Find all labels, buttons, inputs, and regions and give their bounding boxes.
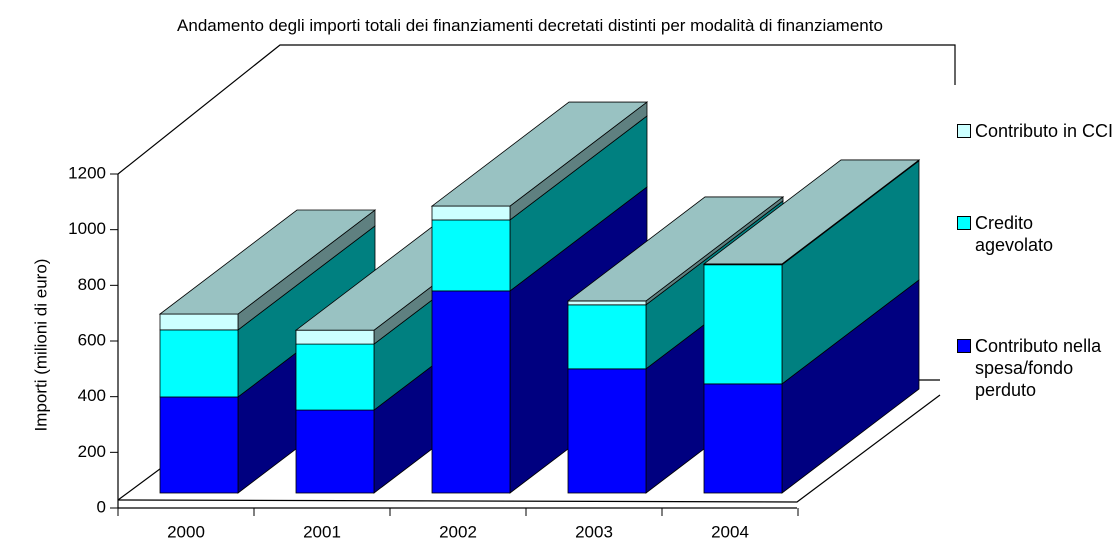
bar [159, 329, 239, 398]
legend-entry: Contributo in CCI [957, 120, 1115, 142]
floor-front [117, 394, 941, 503]
bar [567, 368, 647, 494]
back-wall [117, 44, 956, 175]
x-tick-label: 2001 [303, 522, 341, 541]
bar [295, 329, 375, 345]
bar [159, 313, 239, 331]
legend-swatch [957, 339, 971, 353]
y-axis-label: Importi (milioni di euro) [31, 259, 50, 432]
bar [703, 383, 783, 494]
bar [431, 219, 511, 292]
y-tick-label: 600 [78, 330, 106, 349]
bar [431, 205, 511, 221]
bar-top [430, 101, 649, 207]
bar [703, 264, 783, 385]
x-tick-label: 2000 [167, 522, 205, 541]
bar [295, 343, 375, 411]
y-tick-label: 1000 [68, 219, 106, 238]
y-tick-label: 800 [78, 275, 106, 294]
legend-swatch [957, 216, 971, 230]
x-tick-label: 2003 [575, 522, 613, 541]
bar [159, 396, 239, 494]
legend-label: Contributo nella spesa/fondo perduto [975, 336, 1102, 400]
legend-label: Credito agevolato [975, 213, 1054, 255]
bar-top [158, 209, 377, 315]
x-tick-label: 2002 [439, 522, 477, 541]
bar [295, 409, 375, 494]
legend-entry: Contributo nella spesa/fondo perduto [957, 335, 1115, 401]
bar [567, 300, 647, 306]
y-tick-label: 200 [78, 442, 106, 461]
bar-top [702, 159, 921, 265]
legend-entry: Credito agevolato [957, 212, 1115, 256]
bar [431, 290, 511, 494]
legend-swatch [957, 124, 971, 138]
bar [567, 304, 647, 370]
y-tick-label: 0 [97, 497, 106, 516]
chart-title: Andamento degli importi totali dei finan… [177, 16, 883, 35]
y-tick-label: 1200 [68, 163, 106, 182]
y-tick-label: 400 [78, 386, 106, 405]
bar-top [566, 196, 785, 302]
x-tick-label: 2004 [711, 522, 749, 541]
legend-label: Contributo in CCI [975, 121, 1114, 141]
